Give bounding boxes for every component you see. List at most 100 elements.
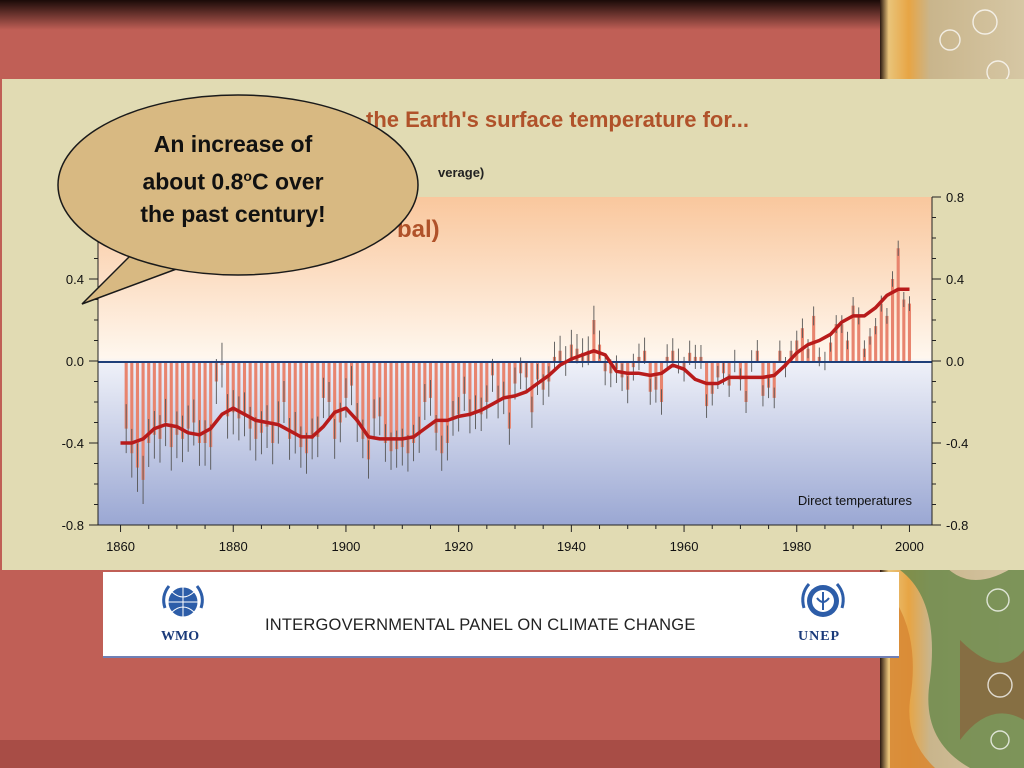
bar-1995	[879, 303, 883, 361]
bar-1879	[226, 361, 230, 417]
bar-1865	[147, 361, 151, 443]
chart-subtitle: verage)	[438, 165, 484, 180]
bar-1872	[186, 361, 190, 429]
bar-1876	[209, 361, 213, 448]
bar-1996	[885, 315, 889, 361]
x-tick-label-1980: 1980	[782, 539, 811, 554]
y-tick-label-right: 0.0	[946, 354, 964, 369]
y-tick-label-left: -0.4	[62, 436, 84, 451]
bar-1868	[164, 361, 168, 423]
bar-1911	[406, 361, 410, 454]
bar-1994	[874, 326, 878, 361]
y-tick-label-right: 0.8	[946, 190, 964, 205]
callout-text: An increase of about 0.8oC over the past…	[118, 128, 348, 230]
footer-banner: WMO INTERGOVERNMENTAL PANEL ON CLIMATE C…	[103, 572, 899, 658]
bar-1867	[158, 361, 162, 439]
x-tick-label-2000: 2000	[895, 539, 924, 554]
bar-1891	[293, 361, 297, 433]
bar-1999	[902, 299, 906, 361]
bar-1905	[372, 361, 376, 419]
wmo-globe-icon	[162, 585, 204, 618]
bar-1924	[479, 361, 483, 415]
bar-1875	[203, 361, 207, 443]
top-shadow	[0, 0, 880, 30]
y-tick-label-left: 0.0	[66, 354, 84, 369]
bar-1990	[851, 305, 855, 361]
bar-1913	[417, 361, 421, 435]
region-label: bal)	[397, 216, 440, 243]
y-tick-label-right: -0.8	[946, 518, 968, 533]
bar-1909	[395, 361, 399, 450]
bar-1925	[485, 361, 489, 402]
chart-title: the Earth's surface temperature for...	[366, 107, 749, 132]
bar-1986	[829, 342, 833, 361]
bar-1908	[389, 361, 393, 452]
bar-1894	[310, 361, 314, 439]
bar-1869	[169, 361, 173, 448]
x-tick-label-1940: 1940	[557, 539, 586, 554]
bar-1890	[288, 361, 292, 439]
bar-1923	[474, 361, 478, 413]
bar-1971	[744, 361, 748, 402]
bar-1892	[299, 361, 303, 448]
bar-1956	[659, 361, 664, 402]
bar-1991	[857, 315, 861, 361]
bar-1929	[507, 361, 511, 429]
bar-1981	[800, 328, 804, 361]
bar-1880	[231, 361, 235, 413]
bar-1887	[271, 361, 275, 443]
annual-bars	[124, 240, 912, 505]
bar-1862	[130, 361, 134, 454]
bar-1895	[316, 361, 320, 437]
chart-panel: the Earth's surface temperature for... v…	[2, 79, 1024, 570]
bar-1914	[423, 361, 427, 402]
callout-line-2: about 0.8oC over	[142, 168, 324, 195]
bar-1998	[896, 248, 900, 361]
bar-1976	[772, 361, 776, 398]
bar-1898	[333, 361, 337, 439]
bar-1928	[502, 361, 506, 398]
bar-1919	[451, 361, 455, 419]
bar-1912	[412, 361, 416, 443]
bar-1907	[383, 361, 387, 443]
bar-1871	[180, 361, 185, 439]
bar-1861	[124, 361, 128, 429]
bar-1983	[812, 315, 816, 361]
bar-1899	[338, 361, 342, 423]
bar-1884	[254, 361, 258, 439]
bar-1988	[840, 324, 844, 361]
bar-1917	[440, 361, 444, 454]
bar-1870	[175, 361, 179, 435]
bar-1944	[592, 320, 596, 361]
bar-1882	[242, 361, 247, 415]
bar-1902	[355, 361, 359, 423]
smoothed-trend-line	[120, 287, 910, 445]
bar-1915	[428, 361, 433, 398]
bar-1866	[152, 361, 156, 435]
bar-1906	[378, 361, 382, 417]
bar-1864	[141, 361, 145, 480]
unep-label: UNEP	[798, 629, 841, 644]
bar-1863	[135, 361, 139, 468]
x-tick-label-1920: 1920	[444, 539, 473, 554]
bar-1910	[400, 361, 404, 448]
bar-1922	[468, 361, 472, 417]
x-tick-label-1880: 1880	[219, 539, 248, 554]
bar-1883	[248, 361, 252, 429]
bar-1916	[434, 361, 438, 433]
y-tick-label-right: 0.4	[946, 272, 964, 287]
y-tick-label-left: 0.4	[66, 272, 84, 287]
x-tick-label-1860: 1860	[106, 539, 135, 554]
bar-2000	[907, 303, 912, 361]
bar-1903	[361, 361, 365, 439]
annotation-direct-temperatures: Direct temperatures	[798, 493, 913, 508]
ipcc-name: INTERGOVERNMENTAL PANEL ON CLIMATE CHANG…	[265, 616, 696, 634]
unep-emblem-icon	[801, 582, 845, 617]
bar-1873	[192, 361, 196, 423]
bar-1881	[237, 361, 241, 419]
degree-superscript: o	[243, 168, 252, 184]
bar-1874	[197, 361, 201, 443]
bar-1965	[710, 361, 714, 394]
bar-1989	[845, 340, 850, 361]
bar-1897	[327, 361, 331, 402]
